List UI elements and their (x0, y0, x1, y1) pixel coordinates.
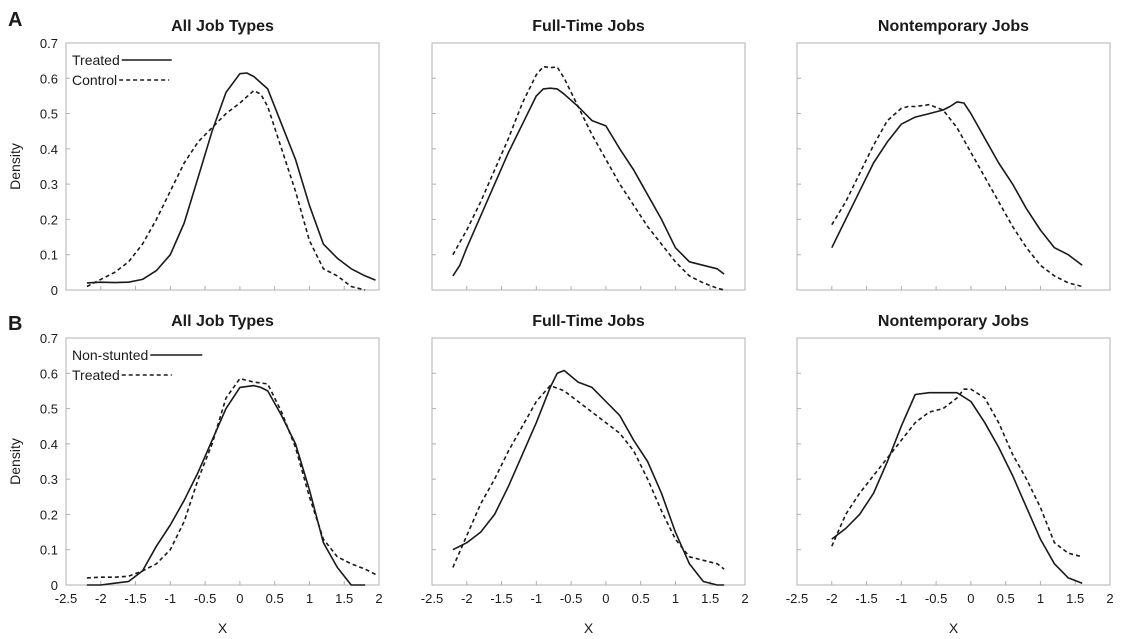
panel-b-nontemporary-jobs-x-tick-label: -1 (896, 591, 908, 606)
panel-b-full-time-jobs-x-tick-label: 0.5 (632, 591, 650, 606)
panel-b-nontemporary-jobs-series-solid-line (831, 391, 1083, 584)
panel-b-all-job-types-x-tick-label: -1.5 (124, 591, 146, 606)
panel-b-all-job-types-y-tick-label: 0.2 (40, 507, 58, 522)
panel-a-all-job-types-frame (65, 42, 380, 291)
panel-a-all-job-types-y-tick-label: 0.2 (40, 212, 58, 227)
panel-b-full-time-jobs-x-tick-label: 2 (741, 591, 748, 606)
panel-a-all-job-types-y-axis-label: Density (7, 143, 23, 190)
panel-b-nontemporary-jobs-x-tick-label: -2 (826, 591, 838, 606)
panel-b-all-job-types-x-tick-label: -2.5 (55, 591, 77, 606)
panel-b-all-job-types-frame (65, 337, 380, 586)
panel-b-all-job-types-y-tick-label: 0 (51, 578, 58, 593)
panel-b-full-time-jobs-series-dashed-line (452, 384, 725, 570)
panel-b-all-job-types-x-tick-label: -2 (95, 591, 107, 606)
panel-b-nontemporary-jobs-x-tick-label: 1.5 (1066, 591, 1084, 606)
panel-b-all-job-types-y-tick-label: 0.6 (40, 366, 58, 381)
panel-a-all-job-types-y-tick-label: 0.1 (40, 248, 58, 263)
panel-b-all-job-types-y-tick-label: 0.7 (40, 331, 58, 346)
panel-b-all-job-types-x-tick-label: -0.5 (194, 591, 216, 606)
panel-b-all-job-types-x-tick-label: -1 (165, 591, 177, 606)
panel-b-all-job-types-title: All Job Types (171, 313, 274, 330)
panel-b-all-job-types-x-tick-label: 1 (306, 591, 313, 606)
panel-b-nontemporary-jobs: Nontemporary Jobs -2.5 -2 -1.5 -1 -0.5 0 0.5 1 1.… (786, 313, 1114, 636)
panel-a-all-job-types-y-tick-label: 0.4 (40, 142, 58, 157)
panel-b-all-job-types-x-axis-label: X (218, 620, 228, 636)
panel-b-all-job-types-series-non-stunted-line (86, 384, 366, 586)
panel-b-nontemporary-jobs-x-tick-label: 2 (1106, 591, 1113, 606)
panel-a-all-job-types-y-tick-label: 0 (51, 283, 58, 298)
panel-b-all-job-types-y-axis-label: Density (7, 438, 23, 485)
panel-b-nontemporary-jobs-x-tick-label: -2.5 (786, 591, 808, 606)
panel-a-all-job-types-legend-label-treated: Treated (72, 52, 120, 68)
panel-b-nontemporary-jobs-x-tick-label: 1 (1037, 591, 1044, 606)
panel-b-full-time-jobs-title: Full-Time Jobs (532, 313, 645, 330)
panel-b-nontemporary-jobs-x-tick-label: -0.5 (925, 591, 947, 606)
panel-letter-b: B (8, 313, 22, 335)
panel-a-full-time-jobs: Full-Time Jobs (431, 18, 746, 291)
panel-b-full-time-jobs-series-solid-line (452, 369, 725, 586)
panel-a-nontemporary-jobs-series-dashed-line (831, 103, 1083, 288)
panel-a-all-job-types-y-tick-label: 0.5 (40, 107, 58, 122)
panel-b-full-time-jobs-x-tick-label: -1.5 (490, 591, 512, 606)
panel-b-full-time-jobs: Full-Time Jobs -2.5 -2 -1.5 -1 -0.5 0 0.5 1 1.5 2 X (421, 313, 749, 636)
panel-a-all-job-types-series-control-line (86, 89, 366, 291)
panel-b-full-time-jobs-x-tick-label: 0 (602, 591, 609, 606)
panel-b-full-time-jobs-x-tick-label: 1 (672, 591, 679, 606)
panel-b-all-job-types-x-tick-label: 2 (375, 591, 382, 606)
panel-a-all-job-types-title: All Job Types (171, 18, 274, 35)
panel-b-full-time-jobs-x-tick-label: -2.5 (421, 591, 443, 606)
panel-a-full-time-jobs-frame (431, 42, 746, 291)
panel-b-nontemporary-jobs-x-tick-label: 0 (967, 591, 974, 606)
panel-b-nontemporary-jobs-title: Nontemporary Jobs (878, 313, 1029, 330)
panel-b-full-time-jobs-x-tick-label: -0.5 (560, 591, 582, 606)
panel-a-all-job-types-y-tick-label: 0.7 (40, 36, 58, 51)
panel-b-all-job-types-y-tick-label: 0.4 (40, 437, 58, 452)
panel-b-all-job-types-y-tick-label: 0.1 (40, 543, 58, 558)
panel-b-all-job-types-x-tick-label: 1.5 (335, 591, 353, 606)
panel-a-nontemporary-jobs-series-solid-line (831, 101, 1083, 266)
panel-b-full-time-jobs-frame (431, 337, 746, 586)
panel-b-all-job-types-legend-label-non-stunted: Non-stunted (72, 347, 148, 363)
panel-a-all-job-types: All Job Types 0 0.1 0.2 0.3 0.4 0.5 0.6 0.7 Densi… (7, 18, 380, 298)
panel-b-full-time-jobs-x-tick-label: -2 (461, 591, 473, 606)
panel-a-all-job-types-legend-label-control: Control (72, 72, 117, 88)
panel-a-nontemporary-jobs: Nontemporary Jobs (796, 18, 1111, 291)
panel-b-all-job-types: All Job Types 0 0.1 0.2 0.3 0.4 0.5 0.6 0.7 -2.5 -… (7, 313, 383, 636)
panel-b-nontemporary-jobs-frame (796, 337, 1111, 586)
panel-b-all-job-types-x-tick-label: 0 (236, 591, 243, 606)
panel-a-nontemporary-jobs-frame (796, 42, 1111, 291)
panel-b-all-job-types-legend-label-treated: Treated (72, 367, 120, 383)
panel-a-nontemporary-jobs-title: Nontemporary Jobs (878, 18, 1029, 35)
plots: All Job Types 0 0.1 0.2 0.3 0.4 0.5 0.6 0.7 Densi… (7, 18, 1114, 636)
panel-b-nontemporary-jobs-x-tick-label: -1.5 (855, 591, 877, 606)
panel-letter-a: A (8, 9, 22, 31)
panel-a-all-job-types-series-treated-line (86, 72, 376, 284)
panel-a-full-time-jobs-series-dashed-line (452, 65, 725, 291)
panel-b-full-time-jobs-x-tick-label: 1.5 (701, 591, 719, 606)
panel-b-all-job-types-y-tick-label: 0.3 (40, 472, 58, 487)
panel-b-all-job-types-y-tick-label: 0.5 (40, 402, 58, 417)
panel-b-nontemporary-jobs-x-tick-label: 0.5 (997, 591, 1015, 606)
panel-b-all-job-types-series-treated-line (86, 377, 376, 579)
panel-a-full-time-jobs-title: Full-Time Jobs (532, 18, 645, 35)
panel-b-all-job-types-x-tick-label: 0.5 (266, 591, 284, 606)
panel-a-all-job-types-y-tick-label: 0.3 (40, 177, 58, 192)
panel-b-full-time-jobs-x-tick-label: -1 (531, 591, 543, 606)
panel-b-nontemporary-jobs-x-axis-label: X (949, 620, 959, 636)
panel-a-all-job-types-y-tick-label: 0.6 (40, 71, 58, 86)
panel-b-full-time-jobs-x-axis-label: X (584, 620, 594, 636)
panel-b-nontemporary-jobs-series-dashed-line (831, 388, 1083, 558)
panel-a-full-time-jobs-series-solid-line (452, 87, 725, 277)
